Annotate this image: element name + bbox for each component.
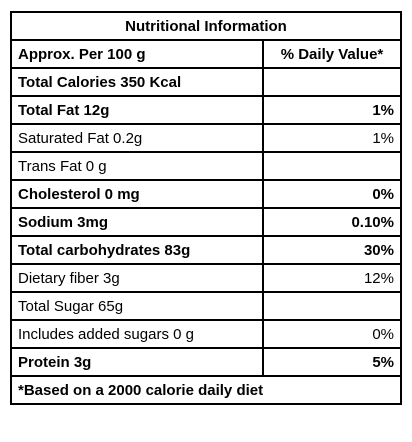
nutrient-name: Total Calories 350 Kcal: [10, 67, 264, 97]
title-row: Nutritional Information: [10, 11, 402, 41]
nutrient-row: Includes added sugars 0 g 0%: [10, 319, 402, 349]
nutrient-row: Total Fat 12g 1%: [10, 95, 402, 125]
nutrient-name: Cholesterol 0 mg: [10, 179, 264, 209]
header-row: Approx. Per 100 g % Daily Value*: [10, 39, 402, 69]
nutrient-rows: Total Calories 350 Kcal Total Fat 12g 1% Sa…: [10, 67, 402, 377]
nutrient-name: Total Fat 12g: [10, 95, 264, 125]
daily-value: 1%: [262, 95, 402, 125]
nutrient-name: Trans Fat 0 g: [10, 151, 264, 181]
nutrient-name: Total carbohydrates 83g: [10, 235, 264, 265]
nutrient-row: Saturated Fat 0.2g 1%: [10, 123, 402, 153]
daily-value: 30%: [262, 235, 402, 265]
nutrition-facts-table: Nutritional Information Approx. Per 100 …: [10, 11, 402, 405]
footnote: *Based on a 2000 calorie daily diet: [10, 375, 402, 405]
daily-value: 1%: [262, 123, 402, 153]
nutrient-name: Includes added sugars 0 g: [10, 319, 264, 349]
nutrient-row: Total Sugar 65g: [10, 291, 402, 321]
nutrient-row: Total Calories 350 Kcal: [10, 67, 402, 97]
nutrient-name: Protein 3g: [10, 347, 264, 377]
daily-value: [262, 67, 402, 97]
daily-value-header: % Daily Value*: [262, 39, 402, 69]
serving-size-header: Approx. Per 100 g: [10, 39, 264, 69]
nutrient-row: Trans Fat 0 g: [10, 151, 402, 181]
daily-value: [262, 151, 402, 181]
daily-value: 12%: [262, 263, 402, 293]
daily-value: [262, 291, 402, 321]
daily-value: 5%: [262, 347, 402, 377]
nutrition-table-body: Nutritional Information Approx. Per 100 …: [10, 11, 402, 69]
nutrient-row: Sodium 3mg 0.10%: [10, 207, 402, 237]
nutrient-name: Total Sugar 65g: [10, 291, 264, 321]
footer-row: *Based on a 2000 calorie daily diet: [10, 375, 402, 405]
daily-value: 0%: [262, 179, 402, 209]
nutrient-row: Protein 3g 5%: [10, 347, 402, 377]
nutrient-name: Dietary fiber 3g: [10, 263, 264, 293]
footer-body: *Based on a 2000 calorie daily diet: [10, 375, 402, 405]
nutrient-name: Saturated Fat 0.2g: [10, 123, 264, 153]
daily-value: 0.10%: [262, 207, 402, 237]
daily-value: 0%: [262, 319, 402, 349]
nutrient-name: Sodium 3mg: [10, 207, 264, 237]
nutrient-row: Cholesterol 0 mg 0%: [10, 179, 402, 209]
nutrient-row: Total carbohydrates 83g 30%: [10, 235, 402, 265]
table-title: Nutritional Information: [10, 11, 402, 41]
nutrient-row: Dietary fiber 3g 12%: [10, 263, 402, 293]
